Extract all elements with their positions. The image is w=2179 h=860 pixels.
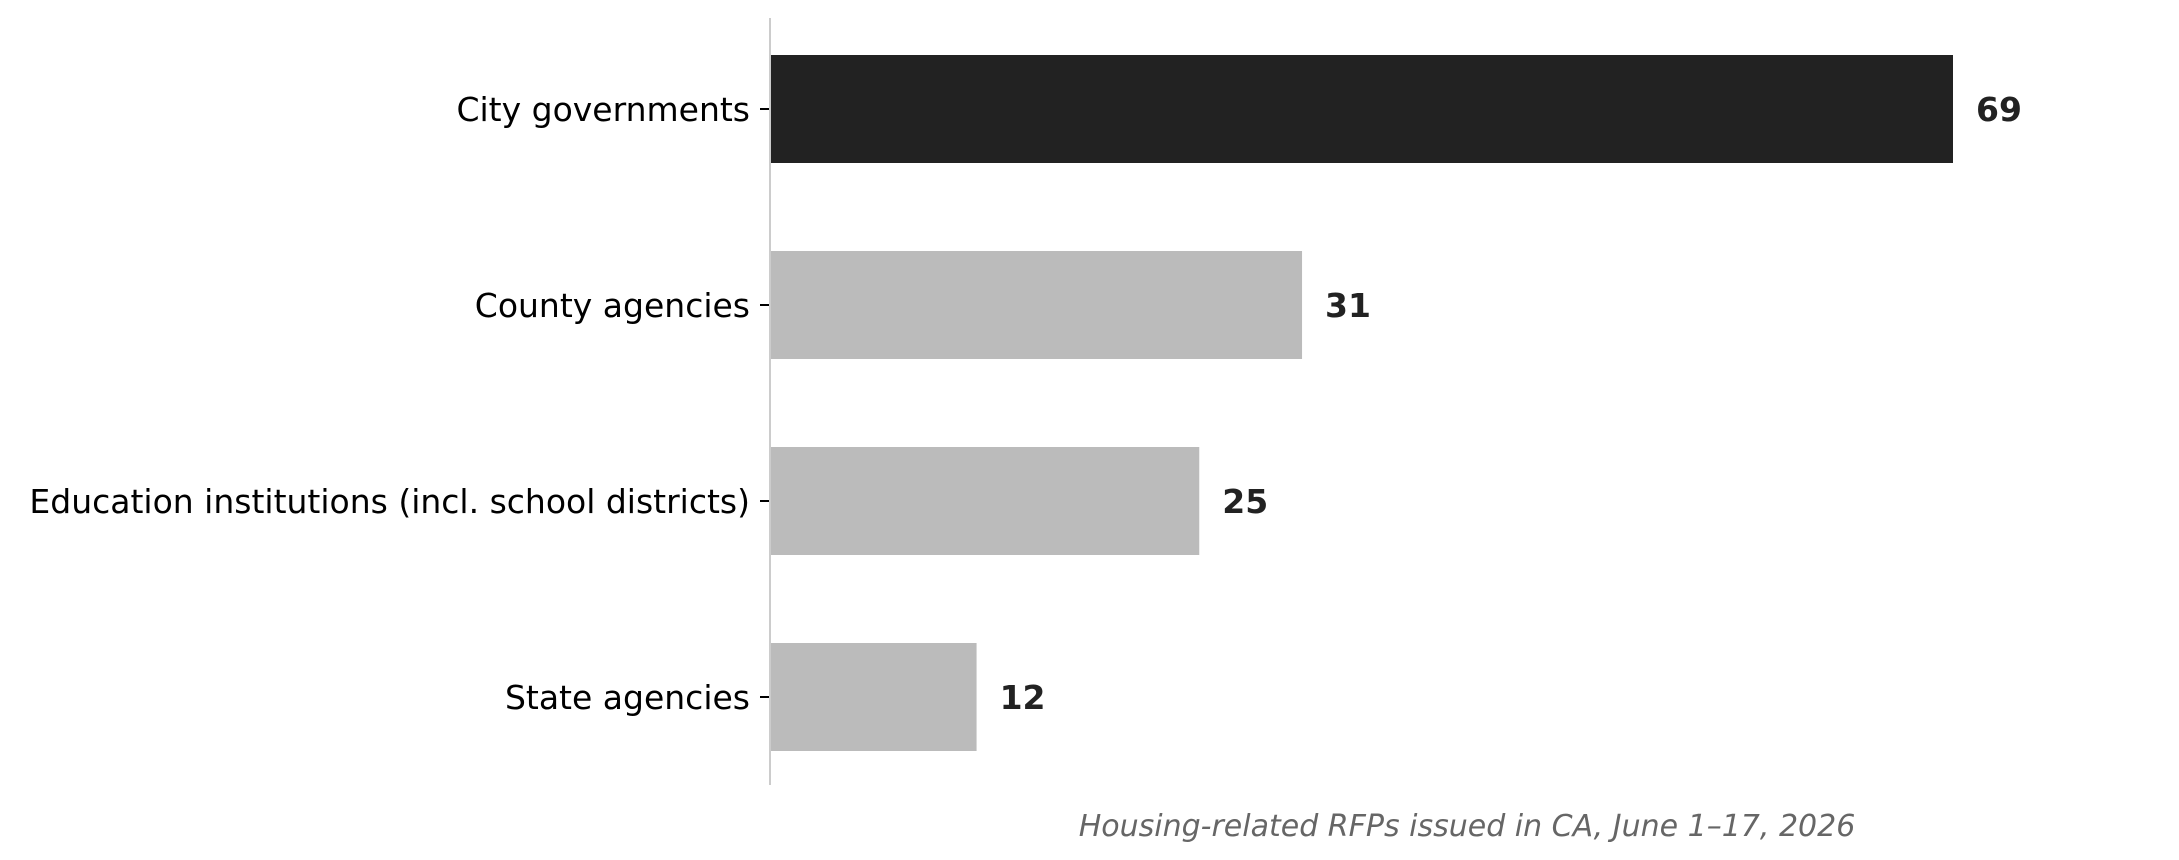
bar-2 xyxy=(771,447,1200,555)
category-labels-group: City governments County agencies Education… xyxy=(29,90,750,717)
bars-group xyxy=(771,55,1953,751)
value-label-0: 69 xyxy=(1976,90,2022,129)
value-labels-group: 69 31 25 12 xyxy=(1000,90,2022,717)
value-label-3: 12 xyxy=(1000,678,1046,717)
category-label-2: Education institutions (incl. school dis… xyxy=(29,482,750,521)
category-label-1: County agencies xyxy=(475,286,750,325)
category-label-0: City governments xyxy=(456,90,750,129)
bar-3 xyxy=(771,643,977,751)
y-ticks-group xyxy=(760,108,769,698)
category-label-3: State agencies xyxy=(505,678,750,717)
value-label-2: 25 xyxy=(1222,482,1268,521)
bar-0 xyxy=(771,55,1953,163)
bar-1 xyxy=(771,251,1303,359)
chart-caption: Housing-related RFPs issued in CA, June … xyxy=(1079,809,1856,844)
value-label-1: 31 xyxy=(1325,286,1371,325)
